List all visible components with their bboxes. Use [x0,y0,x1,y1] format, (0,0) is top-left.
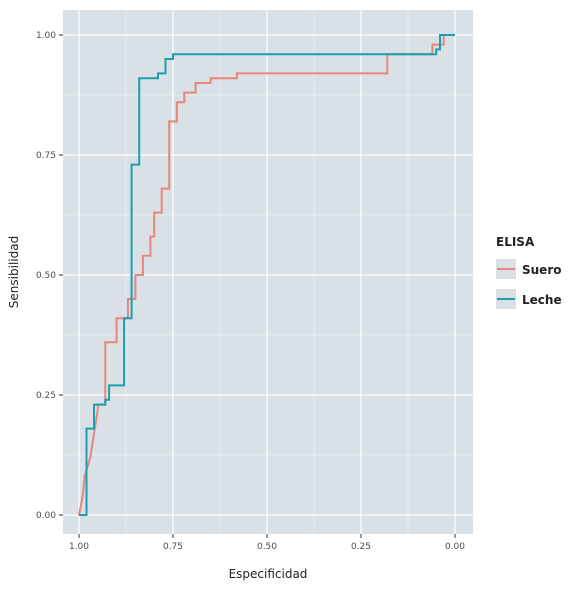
y-axis: 0.00 0.25 0.50 0.75 1.00 [36,31,63,521]
y-tick-label: 0.75 [36,151,56,161]
grid-minor [63,10,473,534]
plot-panel [63,10,473,534]
y-tick-label: 0.00 [36,511,56,521]
legend: ELISA Suero Leche [496,235,562,309]
legend-label-suero: Suero [522,263,562,277]
y-tick-label: 0.50 [36,271,56,281]
x-tick-label: 0.50 [257,542,277,552]
y-axis-title: Sensibilidad [7,236,21,308]
x-tick-label: 0.00 [445,542,465,552]
series-line-leche [79,34,455,516]
x-tick-label: 0.75 [163,542,183,552]
x-axis-title: Especificidad [229,567,308,581]
series-layer [78,34,455,516]
y-tick-label: 1.00 [36,31,56,41]
y-tick-label: 0.25 [36,391,56,401]
legend-title: ELISA [496,235,535,249]
x-tick-label: 1.00 [69,542,89,552]
x-tick-label: 0.25 [351,542,371,552]
legend-label-leche: Leche [522,293,562,307]
x-axis: 1.00 0.75 0.50 0.25 0.00 [69,534,465,552]
